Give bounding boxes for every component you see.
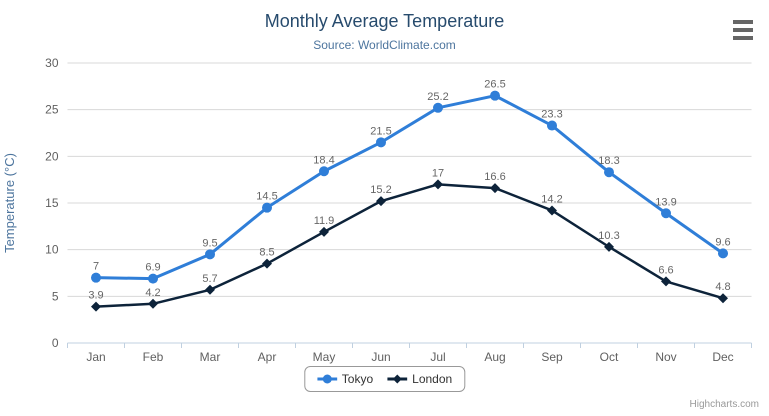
legend-item-tokyo[interactable]: Tokyo: [316, 372, 374, 386]
data-point-tokyo[interactable]: [490, 90, 500, 101]
context-menu-button[interactable]: [731, 19, 755, 41]
data-label-london: 10.3: [598, 230, 619, 242]
data-point-london[interactable]: [319, 226, 329, 237]
hamburger-icon: [733, 28, 753, 32]
data-point-london[interactable]: [376, 196, 386, 207]
legend-label-london: London: [412, 372, 453, 386]
data-point-london[interactable]: [205, 284, 215, 295]
x-axis-label: Jul: [430, 350, 445, 364]
data-point-london[interactable]: [490, 183, 500, 194]
data-label-london: 11.9: [314, 215, 335, 227]
hamburger-icon: [733, 36, 753, 40]
data-label-tokyo: 6.9: [145, 262, 160, 274]
y-axis-label: 20: [45, 149, 59, 163]
data-label-london: 4.8: [715, 281, 730, 293]
legend: Tokyo London: [303, 366, 466, 392]
data-label-tokyo: 21.5: [370, 125, 391, 137]
data-point-tokyo[interactable]: [661, 208, 671, 219]
data-point-tokyo[interactable]: [91, 272, 101, 283]
data-label-london: 5.7: [202, 273, 217, 285]
data-point-london[interactable]: [547, 205, 557, 216]
data-label-london: 16.6: [484, 171, 505, 183]
x-axis-label: Oct: [600, 350, 619, 364]
data-point-tokyo[interactable]: [547, 120, 557, 131]
data-label-london: 6.6: [658, 264, 673, 276]
data-label-tokyo: 13.9: [655, 196, 676, 208]
x-axis-label: Feb: [143, 350, 164, 364]
x-axis-label: Nov: [655, 350, 676, 364]
y-axis-label: 30: [45, 56, 59, 70]
legend-label-tokyo: Tokyo: [341, 372, 374, 386]
y-axis-title: Temperature (°C): [2, 153, 17, 253]
legend-marker-london-icon: [387, 374, 408, 384]
chart-title: Monthly Average Temperature: [264, 11, 505, 31]
y-axis-label: 25: [45, 103, 59, 117]
y-axis-label: 10: [45, 243, 59, 257]
data-point-london[interactable]: [604, 241, 614, 252]
credits-link[interactable]: Highcharts.com: [689, 399, 759, 410]
x-axis-label: Mar: [200, 350, 221, 364]
y-axis-label: 15: [45, 196, 59, 210]
chart-subtitle: Source: WorldClimate.com: [313, 38, 456, 52]
data-point-tokyo[interactable]: [433, 102, 443, 113]
x-axis-label: Jun: [371, 350, 390, 364]
data-point-tokyo[interactable]: [319, 166, 329, 177]
x-axis-label: Sep: [541, 350, 563, 364]
data-label-london: 15.2: [370, 184, 391, 196]
legend-marker-tokyo-icon: [316, 374, 337, 384]
data-point-tokyo[interactable]: [262, 202, 272, 213]
data-point-tokyo[interactable]: [148, 273, 158, 284]
x-axis-label: Apr: [258, 350, 277, 364]
data-label-london: 17: [432, 167, 444, 179]
data-point-tokyo[interactable]: [604, 167, 614, 178]
data-point-london[interactable]: [661, 276, 671, 287]
series-line-tokyo: [95, 94, 724, 281]
data-label-tokyo: 14.5: [256, 191, 277, 203]
data-point-london[interactable]: [718, 293, 728, 304]
data-label-tokyo: 7: [93, 261, 99, 273]
data-label-tokyo: 25.2: [427, 91, 448, 103]
data-label-london: 8.5: [259, 247, 274, 259]
data-label-london: 3.9: [88, 290, 103, 302]
data-point-tokyo[interactable]: [376, 137, 386, 148]
data-point-london[interactable]: [262, 258, 272, 269]
x-axis-label: Aug: [484, 350, 505, 364]
series-line-london: [95, 183, 724, 308]
x-axis-label: Jan: [86, 350, 105, 364]
data-label-london: 4.2: [145, 287, 160, 299]
legend-item-london[interactable]: London: [387, 372, 452, 386]
data-label-tokyo: 23.3: [541, 109, 562, 121]
hamburger-icon: [733, 20, 753, 24]
data-label-tokyo: 18.4: [313, 154, 334, 166]
data-point-london[interactable]: [91, 301, 101, 312]
data-label-tokyo: 18.3: [598, 155, 619, 167]
x-axis-label: May: [313, 350, 336, 364]
data-label-tokyo: 9.5: [202, 237, 217, 249]
data-label-tokyo: 26.5: [484, 79, 505, 91]
data-label-tokyo: 9.6: [715, 236, 730, 248]
data-label-london: 14.2: [541, 193, 562, 205]
data-point-tokyo[interactable]: [205, 249, 215, 260]
data-point-london[interactable]: [148, 298, 158, 309]
y-axis-label: 0: [52, 336, 59, 350]
data-point-tokyo[interactable]: [718, 248, 728, 259]
data-point-london[interactable]: [433, 179, 443, 190]
x-axis-label: Dec: [712, 350, 733, 364]
y-axis-label: 5: [52, 289, 59, 303]
